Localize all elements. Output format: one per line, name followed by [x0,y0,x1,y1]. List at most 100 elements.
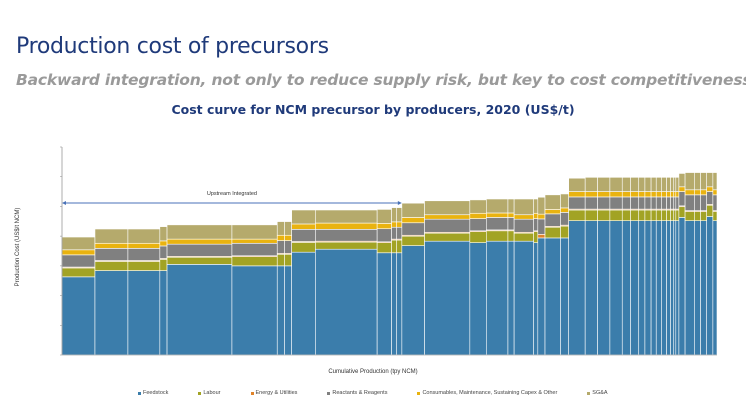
bar-21-sg-a [544,194,561,210]
bar-8-labour [291,242,316,253]
bar-13-consumables-maintenance-sustaining-capex-other [401,217,425,224]
bar-18-feedstock [513,240,534,356]
bar-40-reactants-reagents [694,194,701,211]
bar-11-consumables-maintenance-sustaining-capex-other [391,221,398,228]
legend-label: SG&A [592,390,608,396]
bar-35-consumables-maintenance-sustaining-capex-other [670,191,675,198]
bar-19-reactants-reagents [533,218,539,232]
bar-28-sg-a [630,177,640,192]
bar-39-reactants-reagents [684,194,695,211]
bar-43-feedstock [712,220,718,356]
bar-12-sg-a [396,207,403,223]
bar-23-reactants-reagents [568,196,586,210]
bar-36-labour [673,209,677,221]
bar-4-sg-a [166,224,233,240]
bar-2-feedstock [127,270,161,356]
bar-43-sg-a [712,172,718,191]
bar-27-feedstock [621,220,631,356]
bar-4-reactants-reagents [166,243,233,257]
bar-43-reactants-reagents [712,194,718,211]
bar-32-feedstock [655,220,662,356]
bar-0-feedstock [61,276,96,356]
bar-10-labour [376,242,392,254]
bar-39-sg-a [684,172,695,191]
bar-12-labour [396,239,403,254]
bar-11-feedstock [391,252,398,356]
bar-42-consumables-maintenance-sustaining-capex-other [706,186,714,192]
bar-32-labour [655,209,662,221]
bar-26-sg-a [609,177,623,192]
bar-40-consumables-maintenance-sustaining-capex-other [694,189,701,196]
bar-13-reactants-reagents [401,222,425,236]
bar-7-consumables-maintenance-sustaining-capex-other [284,234,292,241]
bar-29-consumables-maintenance-sustaining-capex-other [638,191,646,198]
bar-40-sg-a [694,172,701,191]
bar-3-reactants-reagents [159,245,168,259]
bar-14-labour [424,232,471,242]
slide-subtitle: Backward integration, not only to reduce… [16,71,746,89]
legend-item: Feedstock [138,390,168,396]
bar-15-feedstock [469,242,487,356]
bar-6-feedstock [276,265,285,356]
bar-18-consumables-maintenance-sustaining-capex-other [513,214,534,220]
bar-3-consumables-maintenance-sustaining-capex-other [159,240,168,247]
bar-19-sg-a [533,198,539,214]
bar-12-feedstock [396,252,403,356]
legend-swatch [198,391,202,395]
bar-38-sg-a [678,173,686,188]
bar-38-reactants-reagents [678,191,686,207]
bar-37-feedstock [675,220,680,356]
legend-label: Feedstock [143,390,169,396]
bar-19-feedstock [533,242,539,356]
bar-29-reactants-reagents [638,196,646,210]
bar-0-labour [61,267,96,278]
bar-3-feedstock [159,270,168,356]
bar-25-sg-a [597,177,611,192]
bar-28-reactants-reagents [630,196,640,210]
bar-33-sg-a [661,177,667,192]
bar-6-sg-a [276,221,285,236]
bar-12-consumables-maintenance-sustaining-capex-other [396,221,403,228]
legend-swatch [250,391,254,395]
bar-16-consumables-maintenance-sustaining-capex-other [486,212,509,218]
bar-15-labour [469,231,487,243]
bar-2-labour [127,261,161,271]
bar-31-feedstock [650,220,657,356]
bar-24-feedstock [584,220,598,356]
bar-40-feedstock [694,220,701,356]
bar-8-reactants-reagents [291,229,316,242]
bar-31-labour [650,209,657,221]
bar-11-reactants-reagents [391,226,398,240]
legend-swatch [327,391,331,395]
bar-3-labour [159,259,168,271]
bar-4-consumables-maintenance-sustaining-capex-other [166,238,233,245]
bar-22-labour [560,225,569,239]
bar-11-labour [391,239,398,254]
bar-5-consumables-maintenance-sustaining-capex-other [231,238,278,244]
bar-2-consumables-maintenance-sustaining-capex-other [127,242,161,249]
bar-9-reactants-reagents [315,229,378,242]
legend-swatch [587,391,591,395]
bar-12-reactants-reagents [396,226,403,240]
arrow-head-right [397,201,402,205]
bar-9-feedstock [315,248,378,356]
legend-item: Labour [198,390,221,396]
bar-24-consumables-maintenance-sustaining-capex-other [584,191,598,198]
bar-29-sg-a [638,177,646,192]
bar-0-sg-a [61,236,96,251]
bar-20-reactants-reagents [537,218,546,235]
bar-24-labour [584,209,598,221]
bars-group [61,172,718,356]
bar-1-feedstock [94,270,129,356]
bar-29-labour [638,209,646,221]
bar-36-feedstock [673,220,677,356]
bar-37-reactants-reagents [675,196,680,210]
bar-35-reactants-reagents [670,196,675,210]
bar-33-labour [661,209,667,221]
bar-20-energy-utilities [537,234,546,239]
bar-24-sg-a [584,177,598,192]
bar-10-sg-a [376,209,392,224]
bar-18-sg-a [513,198,534,216]
arrow-head-left [62,201,66,205]
bar-31-reactants-reagents [650,196,657,210]
